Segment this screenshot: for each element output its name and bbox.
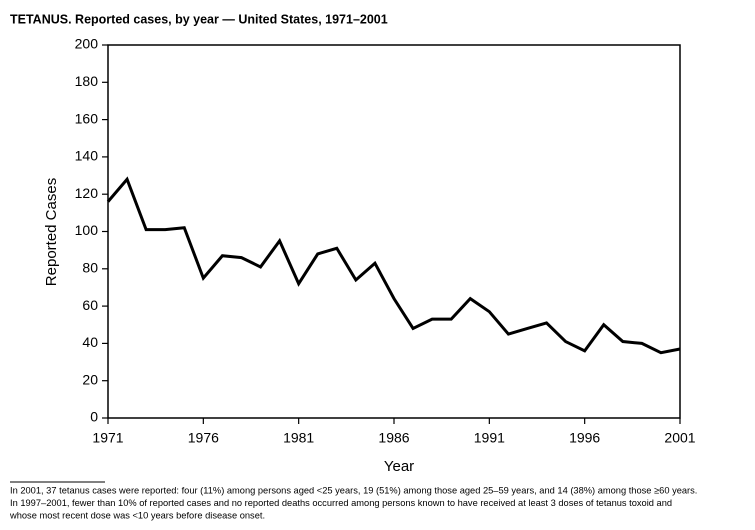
footnote: whose most recent dose was <10 years bef… bbox=[9, 510, 265, 520]
x-axis-label: Year bbox=[384, 458, 414, 475]
x-tick-label: 1996 bbox=[569, 430, 600, 446]
y-tick-label: 100 bbox=[75, 222, 99, 238]
y-tick-label: 140 bbox=[75, 148, 99, 164]
chart-title: TETANUS. Reported cases, by year — Unite… bbox=[10, 12, 388, 26]
data-line bbox=[106, 176, 681, 355]
y-tick-label: 60 bbox=[82, 297, 98, 313]
y-tick-label: 40 bbox=[82, 334, 98, 350]
x-tick-label: 1976 bbox=[188, 430, 219, 446]
y-tick-label: 120 bbox=[75, 185, 99, 201]
y-tick-label: 0 bbox=[90, 409, 98, 425]
x-tick-label: 1981 bbox=[283, 430, 314, 446]
y-tick-label: 80 bbox=[82, 260, 98, 276]
x-tick-label: 1971 bbox=[92, 430, 123, 446]
y-tick-label: 200 bbox=[75, 36, 99, 52]
x-tick-label: 2001 bbox=[664, 430, 695, 446]
footnote: In 2001, 37 tetanus cases were reported:… bbox=[10, 485, 697, 495]
y-axis-label: Reported Cases bbox=[43, 178, 60, 286]
x-tick-label: 1991 bbox=[474, 430, 505, 446]
y-tick-label: 20 bbox=[82, 371, 98, 387]
x-tick-label: 1986 bbox=[378, 430, 409, 446]
y-tick-label: 180 bbox=[75, 73, 99, 89]
footnote: In 1997–2001, fewer than 10% of reported… bbox=[10, 498, 672, 508]
y-tick-label: 160 bbox=[75, 110, 99, 126]
plot-frame bbox=[107, 44, 681, 419]
